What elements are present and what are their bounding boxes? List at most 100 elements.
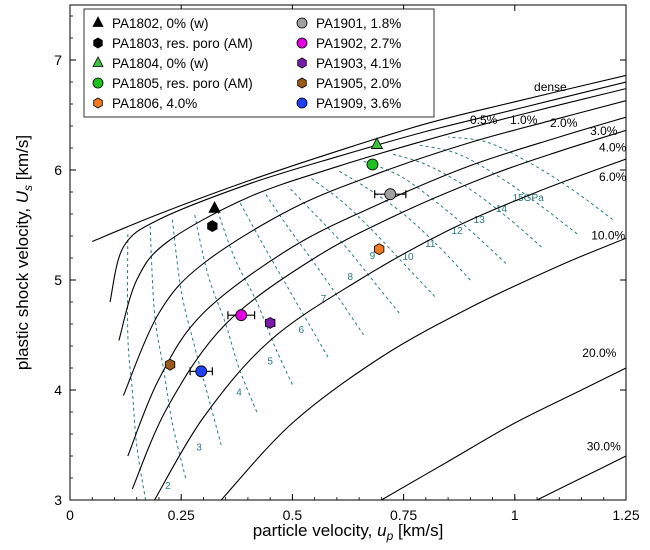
isobar-label: 14 — [496, 204, 508, 215]
hugoniot-curve-label: 1.0% — [510, 113, 538, 127]
legend-marker — [297, 57, 307, 69]
y-axis-label-unit: [km/s] — [13, 135, 32, 185]
isobar-13 — [390, 153, 542, 248]
isobar-label: 4 — [236, 388, 242, 399]
legend-label: PA1909, 3.6% — [316, 96, 401, 111]
plot-frame — [69, 4, 627, 501]
legend-marker — [92, 16, 104, 27]
isobar-label: 10 — [402, 252, 414, 263]
legend: PA1802, 0% (w) PA1901, 1.8% PA1803, res. p… — [83, 8, 435, 118]
x-axis-label-subscript: p — [386, 529, 394, 543]
isobar-9 — [287, 186, 400, 314]
y-tick-label: 4 — [54, 382, 62, 398]
x-tick-label: 0.25 — [168, 507, 195, 523]
y-tick-label: 6 — [54, 162, 62, 178]
data-point — [235, 309, 248, 322]
isobar-label: 15GPa — [513, 193, 545, 204]
data-point — [195, 365, 208, 378]
isobar-11 — [336, 169, 471, 281]
hugoniot-curve-20.0pct — [381, 367, 626, 500]
isobar-label: 7 — [321, 294, 327, 305]
isobar-label: 6 — [299, 325, 305, 336]
isobar-7 — [238, 200, 329, 358]
legend-label: PA1901, 1.8% — [316, 16, 401, 31]
axes: 0 0.25 0.5 0.75 1 1.25 3 4 5 6 7 — [54, 5, 640, 523]
isobar-label: 12 — [451, 226, 463, 237]
hugoniot-curve-label: 0.5% — [470, 113, 498, 127]
legend-marker — [297, 77, 307, 89]
data-point — [373, 243, 385, 256]
isobar-label: 3 — [196, 443, 202, 454]
legend-marker — [93, 97, 103, 109]
isobar-6 — [216, 208, 293, 385]
data-point — [207, 220, 218, 233]
hugoniot-curve-label: 3.0% — [590, 124, 618, 138]
isobar-15GPa — [448, 136, 613, 220]
isobar-label: 13 — [474, 215, 486, 226]
hugoniot-curve-1.0pct — [118, 88, 626, 341]
legend-marker — [92, 56, 104, 67]
data-points — [164, 137, 407, 378]
hugoniot-curve-label: 20.0% — [582, 346, 616, 360]
x-axis-label-unit: [km/s] — [393, 521, 443, 540]
hugoniot-curve-3.0pct — [127, 116, 626, 457]
x-axis-label: particle velocity, up [km/s] — [253, 521, 444, 543]
y-axis-label-subscript: s — [21, 185, 35, 191]
legend-label: PA1802, 0% (w) — [112, 16, 209, 31]
isobar-14 — [416, 144, 578, 235]
legend-marker — [296, 17, 308, 29]
data-point — [264, 316, 276, 329]
data-point — [370, 137, 384, 149]
data-point — [366, 158, 379, 171]
x-axis-label-main: particle velocity, — [253, 521, 377, 540]
y-axis-label-main: plastic shock velocity, — [13, 203, 32, 370]
legend-label: PA1806, 4.0% — [112, 96, 197, 111]
hugoniot-curve-label: 2.0% — [550, 116, 578, 130]
isobar-label: 8 — [347, 272, 353, 283]
isobar-2 — [126, 230, 147, 500]
data-point — [208, 201, 221, 213]
hugoniot-curve-4.0pct — [131, 129, 626, 490]
data-point — [164, 358, 176, 371]
isobar-8 — [265, 193, 365, 336]
hugoniot-curve-label: dense — [534, 80, 567, 94]
legend-label: PA1903, 4.1% — [316, 56, 401, 71]
data-point — [384, 188, 397, 201]
y-axis-label: plastic shock velocity, Us [km/s] — [13, 135, 35, 370]
legend-label: PA1805, res. poro (AM) — [112, 76, 253, 91]
hugoniot-curve-label: 4.0% — [599, 140, 627, 154]
isobar-3 — [149, 224, 187, 479]
legend-marker — [296, 37, 308, 49]
x-axis-label-symbol: u — [377, 521, 387, 540]
legend-box — [83, 8, 435, 118]
isobar-10 — [309, 177, 436, 297]
y-tick-label: 7 — [54, 52, 62, 68]
hugoniot-curve-label: 6.0% — [599, 170, 627, 184]
legend-label: PA1804, 0% (w) — [112, 56, 209, 71]
pressure-isobars: 2 3 4 5 6 7 8 9 10 11 12 13 14 15GPa — [126, 136, 613, 500]
isobar-label: 11 — [425, 239, 436, 250]
legend-label: PA1905, 2.0% — [316, 76, 401, 91]
hugoniot-curve-6.0pct — [154, 158, 626, 500]
isobar-5 — [194, 213, 258, 413]
x-tick-label: 0 — [66, 507, 74, 523]
x-tick-label: 1.25 — [612, 507, 639, 523]
hugoniot-curve-0.5pct — [109, 81, 626, 303]
y-tick-label: 5 — [54, 272, 62, 288]
hugoniot-curve-30.0pct — [536, 455, 626, 500]
isobar-label: 2 — [165, 481, 171, 492]
hugoniot-curves: dense 0.5% 1.0% 2.0% 3.0% 4.0% 6.0% 10.0% 20.0% 3… — [91, 74, 627, 500]
y-axis-label-symbol: U — [13, 190, 32, 203]
isobar-label: 5 — [267, 357, 273, 368]
x-tick-label: 0.5 — [283, 507, 303, 523]
legend-marker — [296, 97, 308, 109]
hugoniot-curve-10.0pct — [220, 237, 626, 500]
isobar-4 — [171, 219, 222, 446]
x-tick-label: 1 — [511, 507, 519, 523]
legend-label: PA1902, 2.7% — [316, 36, 401, 51]
legend-label: PA1803, res. poro (AM) — [112, 36, 253, 51]
hugoniot-curve-label: 10.0% — [591, 228, 625, 242]
legend-marker — [92, 77, 104, 89]
hugoniot-curve-dense — [91, 74, 626, 243]
